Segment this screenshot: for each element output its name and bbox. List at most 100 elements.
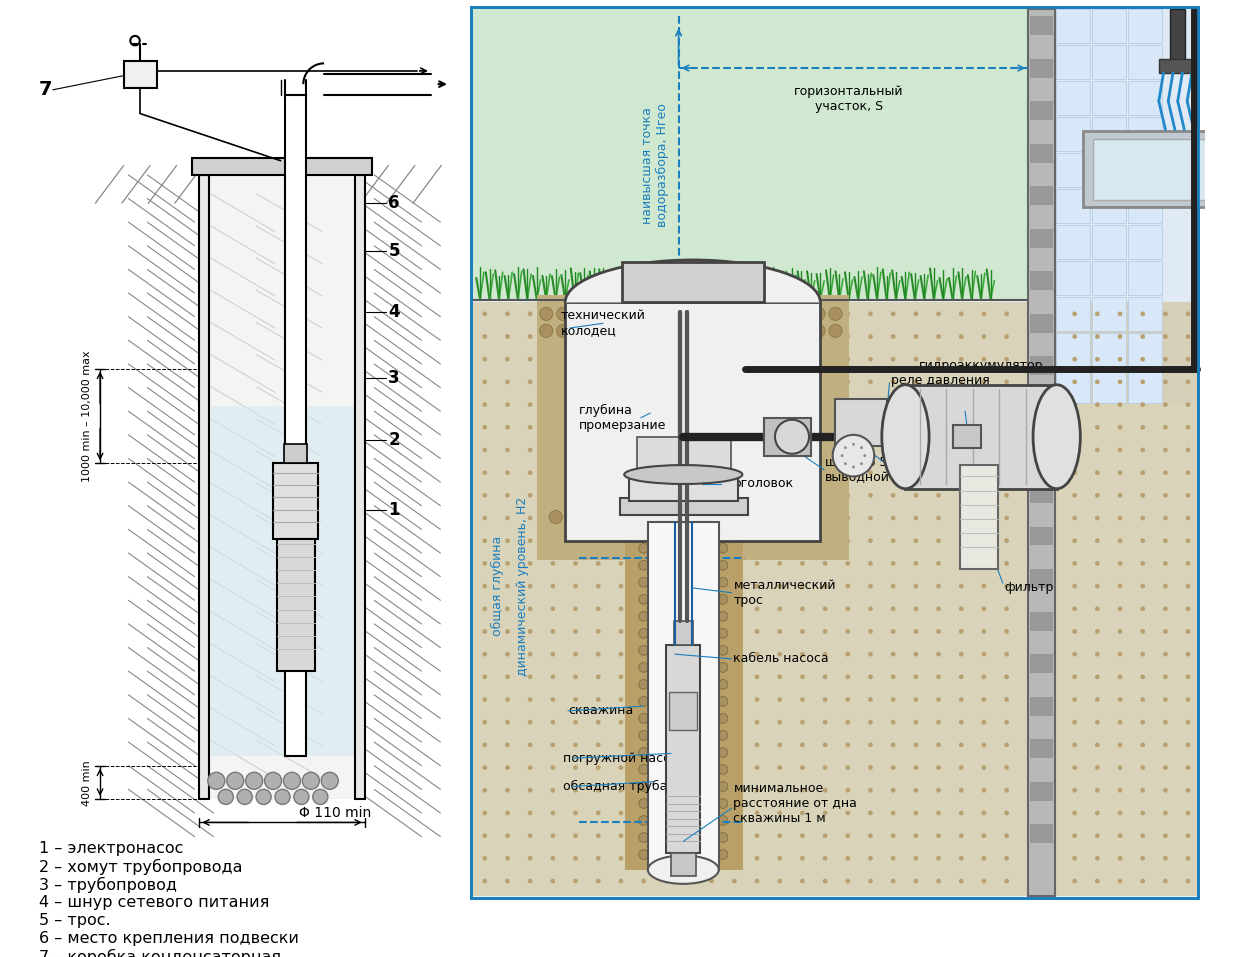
Bar bbox=[1083, 131, 1239, 207]
Circle shape bbox=[639, 662, 648, 672]
Circle shape bbox=[732, 766, 737, 770]
Circle shape bbox=[482, 561, 487, 566]
Circle shape bbox=[800, 743, 805, 747]
Circle shape bbox=[624, 307, 638, 321]
Bar bbox=[1127, 117, 1162, 151]
Circle shape bbox=[800, 788, 805, 792]
Circle shape bbox=[755, 652, 760, 657]
Circle shape bbox=[755, 311, 760, 316]
Circle shape bbox=[686, 743, 691, 747]
Circle shape bbox=[596, 629, 601, 634]
Circle shape bbox=[596, 652, 601, 657]
Bar bbox=[471, 7, 1198, 898]
Circle shape bbox=[913, 584, 918, 589]
Circle shape bbox=[664, 311, 669, 316]
Circle shape bbox=[1095, 811, 1100, 815]
Circle shape bbox=[981, 856, 986, 860]
Circle shape bbox=[1163, 788, 1168, 792]
Circle shape bbox=[1163, 834, 1168, 838]
Circle shape bbox=[755, 879, 760, 883]
Bar bbox=[1170, 9, 1186, 65]
Circle shape bbox=[618, 766, 623, 770]
Circle shape bbox=[618, 561, 623, 566]
Circle shape bbox=[1049, 879, 1054, 883]
Bar bbox=[1056, 297, 1090, 331]
Circle shape bbox=[482, 607, 487, 612]
Circle shape bbox=[981, 516, 986, 521]
Circle shape bbox=[1140, 357, 1145, 362]
Circle shape bbox=[1140, 697, 1145, 701]
Circle shape bbox=[596, 448, 601, 453]
Circle shape bbox=[482, 402, 487, 407]
Circle shape bbox=[639, 629, 648, 638]
Circle shape bbox=[550, 607, 555, 612]
Circle shape bbox=[869, 720, 872, 724]
Circle shape bbox=[823, 425, 828, 430]
Text: фильтр: фильтр bbox=[1005, 582, 1054, 594]
Circle shape bbox=[1095, 652, 1100, 657]
Circle shape bbox=[642, 811, 646, 815]
Circle shape bbox=[686, 879, 691, 883]
Circle shape bbox=[719, 850, 727, 859]
Circle shape bbox=[1005, 720, 1009, 724]
Circle shape bbox=[528, 357, 533, 362]
Circle shape bbox=[1163, 561, 1168, 566]
Circle shape bbox=[1186, 561, 1191, 566]
Circle shape bbox=[800, 697, 805, 701]
Circle shape bbox=[1072, 402, 1077, 407]
Text: 2 – хомут трубопровода: 2 – хомут трубопровода bbox=[38, 859, 242, 876]
Circle shape bbox=[639, 561, 648, 570]
Circle shape bbox=[709, 675, 714, 679]
Circle shape bbox=[1140, 607, 1145, 612]
Circle shape bbox=[1140, 834, 1145, 838]
Circle shape bbox=[891, 788, 896, 792]
Circle shape bbox=[959, 743, 964, 747]
Circle shape bbox=[639, 526, 648, 536]
Circle shape bbox=[618, 470, 623, 475]
Circle shape bbox=[800, 652, 805, 657]
Circle shape bbox=[959, 834, 964, 838]
Circle shape bbox=[1027, 856, 1032, 860]
Circle shape bbox=[506, 834, 509, 838]
Circle shape bbox=[482, 856, 487, 860]
Circle shape bbox=[981, 334, 986, 339]
Circle shape bbox=[812, 324, 825, 338]
Circle shape bbox=[1005, 470, 1009, 475]
Circle shape bbox=[845, 357, 850, 362]
Circle shape bbox=[719, 561, 727, 570]
Circle shape bbox=[1118, 425, 1123, 430]
Circle shape bbox=[981, 720, 986, 724]
Circle shape bbox=[618, 856, 623, 860]
Circle shape bbox=[719, 697, 727, 706]
Circle shape bbox=[1163, 448, 1168, 453]
Circle shape bbox=[959, 334, 964, 339]
Circle shape bbox=[1027, 743, 1032, 747]
Circle shape bbox=[618, 788, 623, 792]
Circle shape bbox=[959, 811, 964, 815]
Circle shape bbox=[1118, 357, 1123, 362]
Bar bbox=[1092, 117, 1126, 151]
Bar bbox=[472, 9, 1028, 300]
Circle shape bbox=[981, 811, 986, 815]
Circle shape bbox=[804, 510, 818, 523]
Circle shape bbox=[642, 380, 646, 385]
Circle shape bbox=[823, 380, 828, 385]
Circle shape bbox=[639, 629, 648, 638]
Circle shape bbox=[727, 307, 740, 321]
Circle shape bbox=[642, 652, 646, 657]
Bar bbox=[1056, 117, 1090, 151]
Circle shape bbox=[1072, 629, 1077, 634]
Circle shape bbox=[913, 720, 918, 724]
Bar bbox=[1056, 153, 1090, 188]
Circle shape bbox=[719, 629, 727, 638]
Circle shape bbox=[1186, 357, 1191, 362]
Circle shape bbox=[639, 765, 648, 774]
Circle shape bbox=[755, 743, 760, 747]
Circle shape bbox=[1118, 879, 1123, 883]
Circle shape bbox=[812, 307, 825, 321]
Circle shape bbox=[833, 434, 875, 477]
Bar bbox=[1031, 271, 1053, 290]
Circle shape bbox=[1049, 720, 1054, 724]
Circle shape bbox=[777, 834, 782, 838]
Circle shape bbox=[1140, 470, 1145, 475]
